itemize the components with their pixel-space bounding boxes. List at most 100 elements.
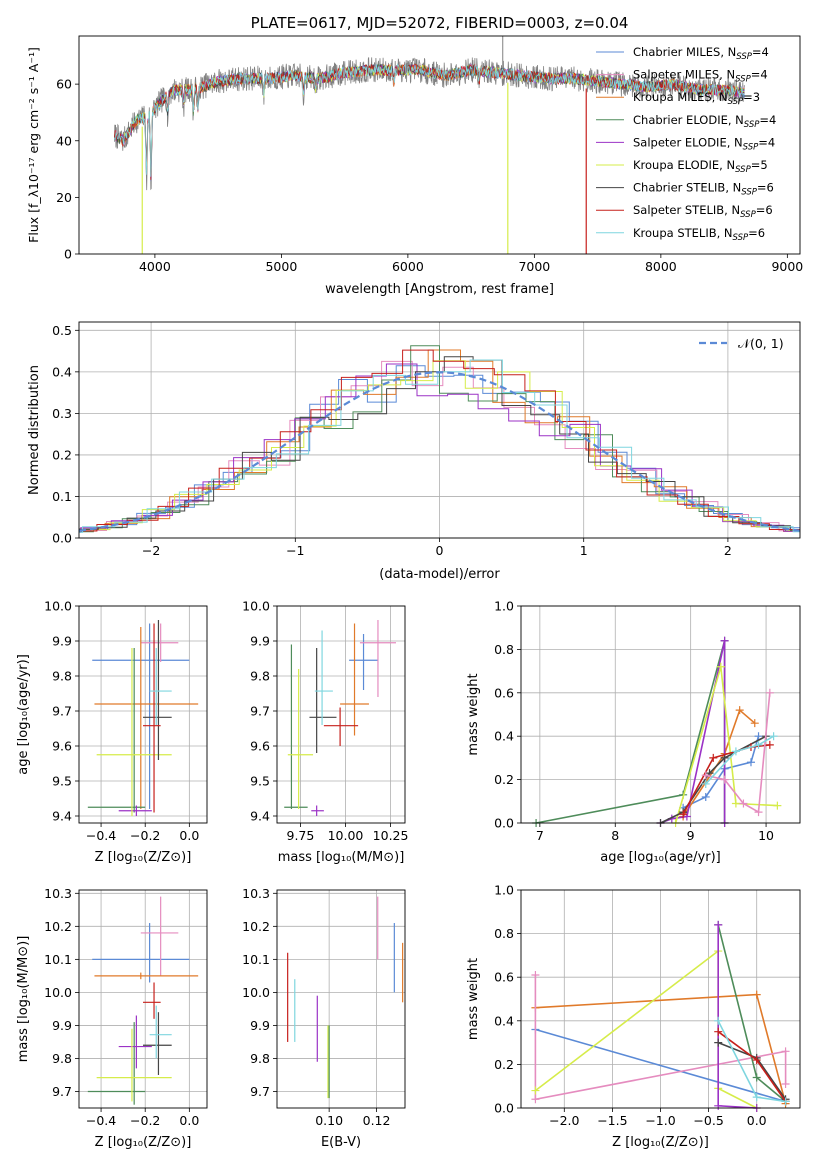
y-tick-label: 10.1 <box>44 952 72 967</box>
legend-entry: Salpeter MILES, NSSP=4 <box>633 68 768 85</box>
x-tick-label: −0.2 <box>130 828 160 843</box>
axes-frame <box>78 35 801 255</box>
x-axis-label: Z [log₁₀(Z/Z⊙)] <box>612 1135 709 1150</box>
y-tick-label: 9.7 <box>250 704 270 719</box>
axes-frame <box>520 605 801 824</box>
mass-weight-series-line <box>717 924 757 1109</box>
x-tick-label: −1.5 <box>597 1113 627 1128</box>
x-tick-label: −1.0 <box>645 1113 675 1128</box>
x-tick-label: 0 <box>436 543 444 558</box>
y-tick-label: 9.5 <box>52 774 72 789</box>
x-tick-label: −2.0 <box>549 1113 579 1128</box>
x-tick-label: 5000 <box>265 259 297 274</box>
mass-weight-point-marker <box>531 971 540 980</box>
x-tick-label: 8000 <box>645 259 677 274</box>
x-tick-label: 2 <box>724 543 732 558</box>
y-tick-label: 0.5 <box>52 323 72 338</box>
mass-weight-series-line <box>674 666 778 824</box>
mass-weight-point-marker <box>716 662 725 671</box>
y-tick-label: 10.0 <box>242 599 270 614</box>
y-tick-label: 0.4 <box>494 729 514 744</box>
mass-weight-point-marker <box>769 732 778 741</box>
x-tick-label: 7 <box>536 828 544 843</box>
axes-frame <box>276 889 406 1109</box>
spectrum-panel: PLATE=0617, MJD=52072, FIBERID=0003, z=0… <box>26 14 803 297</box>
mass-weight-series-line <box>534 975 787 1101</box>
y-tick-label: 40 <box>56 133 72 148</box>
residuals-histogram-panel: −2 −1 0 1 2 0.0 0.1 0.2 0.3 0.4 0.5 (data-model)/er… <box>27 321 801 582</box>
mass-weight-point-marker <box>752 990 761 999</box>
legend-entry-subscript: SSP <box>736 52 752 62</box>
legend-entry: Chabrier ELODIE, NSSP=4 <box>633 113 776 130</box>
x-tick-label: 8 <box>611 828 619 843</box>
x-tick-label: −0.4 <box>86 1113 116 1128</box>
legend-entry: Chabrier STELIB, NSSP=6 <box>633 181 774 198</box>
mass-weight-point-marker <box>752 1093 761 1102</box>
legend-entry-subscript: SSP <box>740 210 756 220</box>
y-tick-label: 10.3 <box>242 886 270 901</box>
mass-weight-point-marker <box>531 1095 540 1104</box>
normal-reference-curve <box>78 371 801 532</box>
x-axis-label: Z [log₁₀(Z/Z⊙)] <box>95 1135 192 1150</box>
y-tick-label: 10.2 <box>242 919 270 934</box>
x-tick-label: 0.0 <box>179 828 199 843</box>
mass-weight-point-marker <box>773 801 782 810</box>
y-tick-label: 9.6 <box>250 739 270 754</box>
y-tick-label: 0.0 <box>494 816 514 831</box>
y-axis-label: Flux [f_λ10⁻¹⁷ erg cm⁻² s⁻¹ A⁻¹] <box>26 47 41 243</box>
mass-weight-point-marker <box>765 740 774 749</box>
legend-entry-label: Salpeter MILES, N <box>633 68 735 82</box>
mass-weight-series-line <box>682 708 756 817</box>
x-tick-label: −0.4 <box>86 828 116 843</box>
mass-weight-point-marker <box>781 1097 790 1106</box>
mass-weight-series-line <box>682 744 770 815</box>
legend-entry-count: =6 <box>756 203 773 217</box>
mass-weight-point-marker <box>735 706 744 715</box>
axes-frame <box>276 605 406 824</box>
y-tick-label: 0.8 <box>494 926 514 941</box>
mass-weight-series-line <box>535 1028 786 1103</box>
legend-entry-label: Chabrier STELIB, N <box>633 181 741 195</box>
y-tick-label: 0.1 <box>52 489 72 504</box>
mass-weight-point-marker <box>714 920 723 929</box>
x-axis-label: (data-model)/error <box>379 567 500 582</box>
chart-title: PLATE=0617, MJD=52072, FIBERID=0003, z=0… <box>251 14 629 32</box>
legend-entry: Salpeter ELODIE, NSSP=4 <box>633 135 775 152</box>
mass-weight-point-marker <box>754 808 763 817</box>
y-tick-label: 0.3 <box>52 406 72 421</box>
x-tick-label: 0.10 <box>315 1113 343 1128</box>
legend-entry-subscript: SSP <box>728 97 744 107</box>
x-axis-label: wavelength [Angstrom, rest frame] <box>325 282 554 297</box>
y-tick-label: 0 <box>64 247 72 262</box>
y-tick-label: 0.4 <box>52 364 72 379</box>
x-tick-label: −0.5 <box>693 1113 723 1128</box>
y-tick-label: 9.9 <box>250 1018 270 1033</box>
legend-entry: Kroupa STELIB, NSSP=6 <box>633 226 765 243</box>
legend-entry-count: =4 <box>751 68 768 82</box>
y-tick-label: 9.7 <box>52 704 72 719</box>
legend-entry-label: Kroupa STELIB, N <box>633 226 733 240</box>
y-tick-label: 10.3 <box>44 886 72 901</box>
y-tick-label: 9.8 <box>250 669 270 684</box>
x-tick-label: 1 <box>580 543 588 558</box>
legend-entry-label: Chabrier ELODIE, N <box>633 113 744 127</box>
legend-entry: Kroupa ELODIE, NSSP=5 <box>633 158 768 175</box>
y-axis-label: mass weight <box>466 673 481 755</box>
legend-entry-count: =4 <box>752 45 769 59</box>
axes-frame <box>78 321 801 539</box>
y-tick-label: 10.1 <box>242 952 270 967</box>
y-tick-label: 9.4 <box>52 809 72 824</box>
legend-entry-count: =5 <box>751 158 768 172</box>
legend-entry-label: Salpeter ELODIE, N <box>633 135 743 149</box>
mass-weight-point-marker <box>709 753 718 762</box>
mass-weight-point-marker <box>701 792 710 801</box>
mass-weight-point-marker <box>720 775 729 784</box>
x-tick-label: 9 <box>687 828 695 843</box>
legend-entry-count: =4 <box>759 113 776 127</box>
x-tick-label: 4000 <box>139 259 171 274</box>
legend-entry-subscript: SSP <box>744 120 760 130</box>
mass-weight-point-marker <box>731 747 740 756</box>
legend-entry-count: =6 <box>757 181 774 195</box>
mass-weight-series-line <box>717 924 787 1103</box>
